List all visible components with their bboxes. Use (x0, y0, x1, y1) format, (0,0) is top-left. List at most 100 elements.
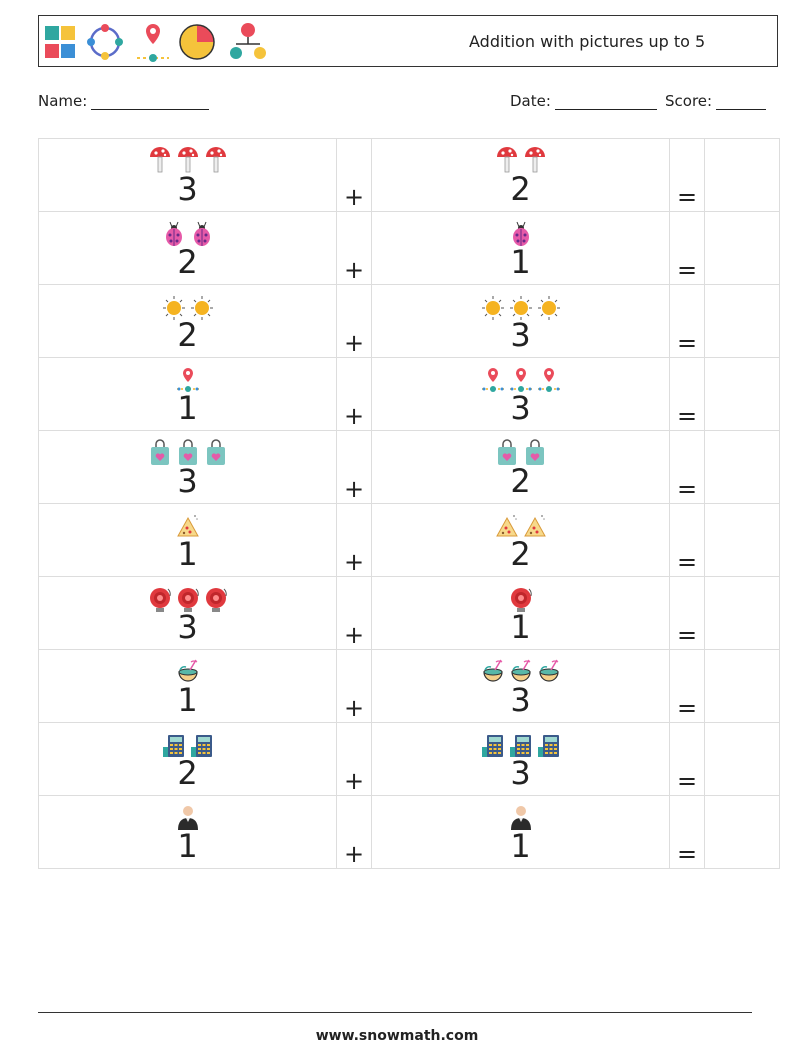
addend-b-number: 2 (510, 462, 531, 500)
cycle-icon (87, 24, 123, 60)
equals-sign: = (669, 138, 705, 212)
problem-row: 3 +2 = (38, 430, 780, 504)
answer-cell[interactable] (704, 430, 780, 504)
answer-cell[interactable] (704, 357, 780, 431)
addend-b-cell: 3 (371, 722, 670, 796)
addend-a-number: 1 (177, 827, 198, 865)
coconut-drink-icon (537, 656, 561, 686)
footer-url[interactable]: www.snowmath.com (315, 1028, 479, 1044)
calculator-icon (162, 729, 186, 759)
person-icon (176, 802, 200, 832)
addend-b-number: 1 (510, 827, 531, 865)
score-line[interactable] (716, 93, 767, 110)
plus-sign: + (336, 211, 372, 285)
addend-b-number: 3 (510, 754, 531, 792)
problem-row: 1 +2 = (38, 503, 780, 577)
mushroom-icon (176, 145, 200, 175)
header-box: Addition with pictures up to 5 (38, 15, 778, 67)
addend-a-cell: 2 (38, 284, 337, 358)
plus-sign: + (336, 722, 372, 796)
plus-sign: + (336, 357, 372, 431)
answer-cell[interactable] (704, 576, 780, 650)
logo-strip (45, 23, 266, 62)
addend-a-number: 2 (177, 316, 198, 354)
addend-a-cell: 1 (38, 649, 337, 723)
sun-icon (162, 291, 186, 321)
equals-sign: = (669, 357, 705, 431)
equals-sign: = (669, 795, 705, 869)
plus-sign: + (336, 430, 372, 504)
equals-sign: = (669, 722, 705, 796)
ladybug-icon (162, 218, 186, 248)
addend-b-cell: 3 (371, 284, 670, 358)
addend-b-number: 1 (510, 243, 531, 281)
pizza-slice-icon (176, 510, 200, 540)
pizza-slice-icon (523, 510, 547, 540)
answer-cell[interactable] (704, 795, 780, 869)
problem-table: 3 +2 = 2 +1 = 2 +3 = 1 +3 = 3 +2 = 1 +2 = 3 +1 = 1 +3 = 2 +3 = 1 +1 = (38, 138, 780, 869)
answer-cell[interactable] (704, 284, 780, 358)
ladybug-icon (190, 218, 214, 248)
addend-a-pictures (39, 141, 336, 175)
addend-b-pictures (372, 506, 669, 540)
meta-row: Name: Date: Score: (0, 92, 794, 116)
page-title: Addition with pictures up to 5 (469, 32, 706, 51)
addend-b-pictures (372, 433, 669, 467)
addend-a-pictures (39, 214, 336, 248)
addend-b-cell: 2 (371, 138, 670, 212)
addend-a-number: 3 (177, 608, 198, 646)
addend-b-pictures (372, 798, 669, 832)
equals-sign: = (669, 430, 705, 504)
sun-icon (509, 291, 533, 321)
addend-a-cell: 3 (38, 576, 337, 650)
equals-sign: = (669, 211, 705, 285)
addend-a-pictures (39, 652, 336, 686)
addend-a-pictures (39, 798, 336, 832)
plus-sign: + (336, 503, 372, 577)
equals-sign: = (669, 284, 705, 358)
addend-a-cell: 2 (38, 722, 337, 796)
problem-row: 2 +3 = (38, 722, 780, 796)
addend-a-pictures (39, 360, 336, 394)
calculator-icon (481, 729, 505, 759)
score-label: Score: (665, 92, 713, 110)
answer-cell[interactable] (704, 211, 780, 285)
date-line[interactable] (554, 93, 657, 110)
addend-b-pictures (372, 652, 669, 686)
addend-b-pictures (372, 360, 669, 394)
score-field[interactable]: Score: (665, 92, 767, 110)
map-pin-path-icon (537, 364, 561, 394)
mushroom-icon (204, 145, 228, 175)
map-pin-path-icon (176, 364, 200, 394)
plus-sign: + (336, 649, 372, 723)
addend-a-number: 2 (177, 754, 198, 792)
answer-cell[interactable] (704, 722, 780, 796)
puzzle-icon (45, 26, 75, 58)
name-line[interactable] (91, 93, 210, 110)
alarm-bell-icon (176, 583, 200, 613)
map-pin-path-icon (509, 364, 533, 394)
answer-cell[interactable] (704, 649, 780, 723)
date-label: Date: (510, 92, 551, 110)
coconut-drink-icon (481, 656, 505, 686)
date-field[interactable]: Date: (510, 92, 657, 110)
calculator-icon (190, 729, 214, 759)
coconut-drink-icon (509, 656, 533, 686)
addend-a-number: 1 (177, 681, 198, 719)
answer-cell[interactable] (704, 138, 780, 212)
addend-a-cell: 1 (38, 503, 337, 577)
addend-b-cell: 1 (371, 211, 670, 285)
addend-b-pictures (372, 725, 669, 759)
shopping-bag-icon (523, 437, 547, 467)
problem-row: 1 +3 = (38, 649, 780, 723)
problem-row: 1 +3 = (38, 357, 780, 431)
problem-row: 2 +1 = (38, 211, 780, 285)
shopping-bag-icon (204, 437, 228, 467)
addend-b-cell: 1 (371, 795, 670, 869)
footer-divider (38, 1012, 752, 1013)
shopping-bag-icon (495, 437, 519, 467)
addend-b-cell: 3 (371, 649, 670, 723)
addend-a-number: 2 (177, 243, 198, 281)
name-field[interactable]: Name: (38, 92, 210, 110)
answer-cell[interactable] (704, 503, 780, 577)
